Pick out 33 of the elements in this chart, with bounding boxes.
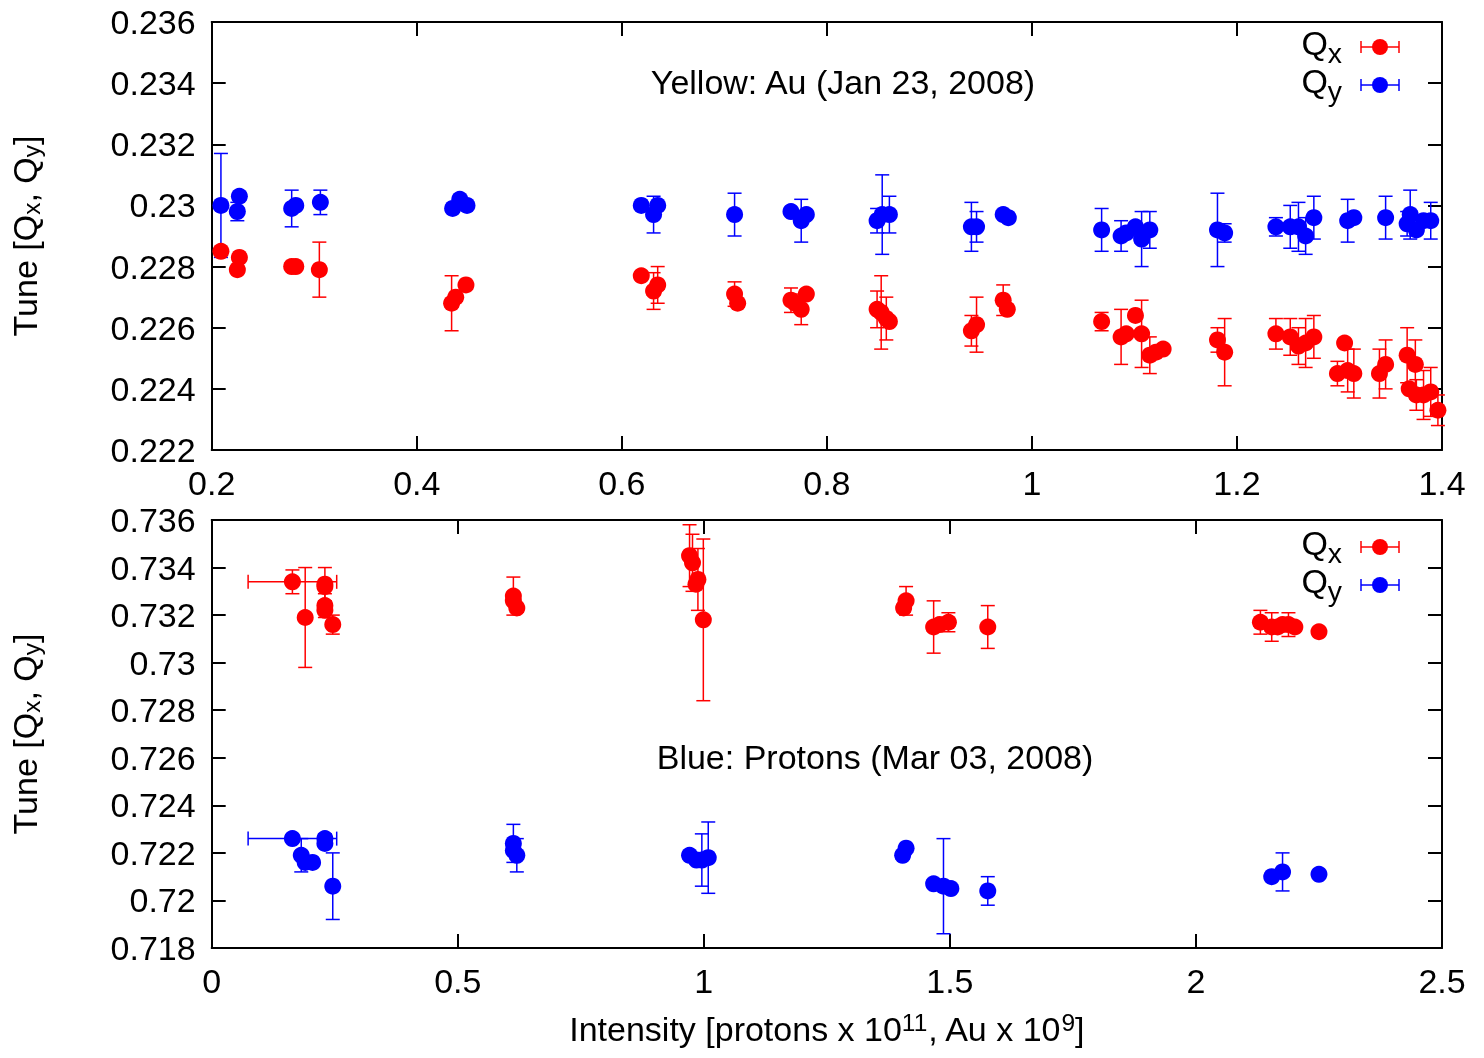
y-tick-label: 0.224 bbox=[110, 369, 196, 408]
y-tick-label: 0.23 bbox=[129, 186, 196, 225]
y-tick-label: 0.228 bbox=[110, 247, 196, 286]
y-tick-label: 0.726 bbox=[110, 738, 196, 777]
x-tick-label: 0.6 bbox=[598, 464, 646, 502]
x-tick-label: 0 bbox=[202, 962, 222, 1000]
text: Blue: Protons (Mar 03, 2008) bbox=[656, 738, 1094, 776]
y-tick-label: 0.72 bbox=[129, 881, 196, 920]
y-tick-label: 0.724 bbox=[110, 786, 196, 825]
y-tick-label: 0.722 bbox=[110, 833, 196, 872]
x-tick-label: 2 bbox=[1186, 962, 1206, 1000]
y-tick-label: 0.736 bbox=[110, 501, 196, 539]
y-tick-label: 0.226 bbox=[110, 308, 196, 347]
x-tick-label: 1.2 bbox=[1213, 464, 1261, 502]
y-tick-label: 0.718 bbox=[110, 929, 196, 967]
x-tick-label: 1.5 bbox=[926, 962, 974, 1000]
y-tick-label: 0.236 bbox=[110, 3, 196, 41]
y-tick-label: 0.232 bbox=[110, 125, 196, 164]
x-tick-label: 1 bbox=[1022, 464, 1042, 502]
y-tick-label: 0.732 bbox=[110, 596, 196, 635]
y-tick-label: 0.734 bbox=[110, 548, 196, 587]
text: Yellow: Au (Jan 23, 2008) bbox=[650, 63, 1036, 101]
y-axis-title: Tune [Qx, Qy] bbox=[6, 135, 46, 337]
y-tick-label: 0.234 bbox=[110, 64, 196, 103]
y-tick-label: 0.728 bbox=[110, 691, 196, 730]
y-axis-title: Tune [Qx, Qy] bbox=[6, 633, 46, 835]
x-tick-label: 0.5 bbox=[434, 962, 482, 1000]
x-tick-label: 1 bbox=[694, 962, 714, 1000]
x-tick-label: 0.4 bbox=[393, 464, 441, 502]
x-tick-label: 1.4 bbox=[1418, 464, 1466, 502]
y-tick-label: 0.73 bbox=[129, 643, 196, 682]
x-tick-label: 0.8 bbox=[803, 464, 851, 502]
x-tick-label: 2.5 bbox=[1418, 962, 1466, 1000]
